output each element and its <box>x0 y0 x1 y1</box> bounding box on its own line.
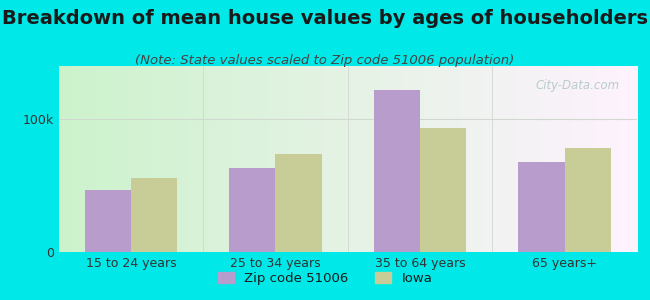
Bar <box>276 154 322 252</box>
Bar <box>84 190 131 252</box>
Text: Breakdown of mean house values by ages of householders: Breakdown of mean house values by ages o… <box>2 9 648 28</box>
Legend: Zip code 51006, Iowa: Zip code 51006, Iowa <box>213 267 437 290</box>
Bar <box>519 162 565 252</box>
Bar <box>131 178 177 252</box>
Text: City-Data.com: City-Data.com <box>536 79 619 92</box>
Text: (Note: State values scaled to Zip code 51006 population): (Note: State values scaled to Zip code 5… <box>135 54 515 67</box>
Bar <box>565 148 611 252</box>
Bar <box>374 90 420 252</box>
Bar <box>420 128 466 252</box>
Bar <box>229 168 276 252</box>
